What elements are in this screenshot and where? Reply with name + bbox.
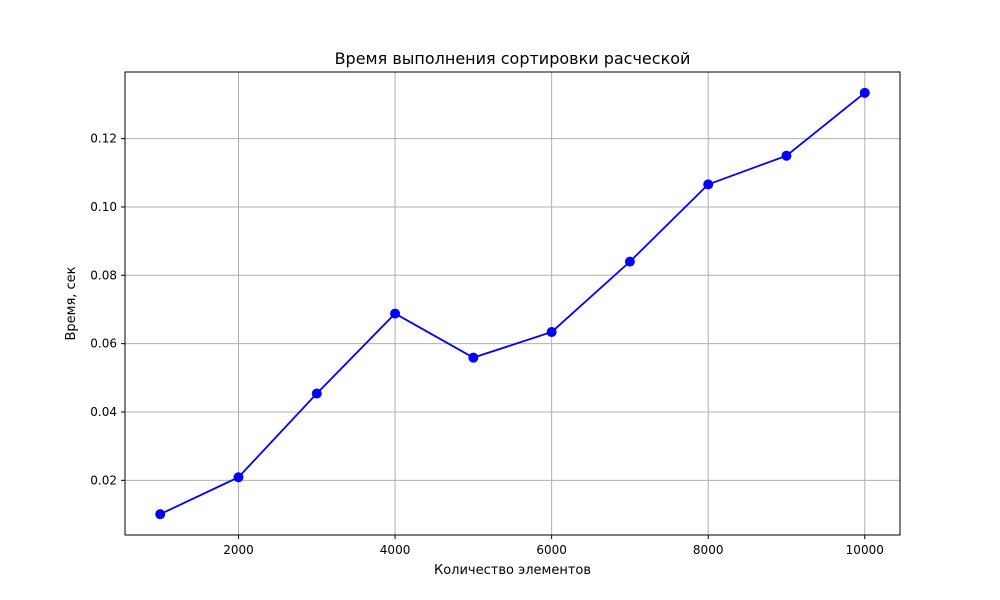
y-tick-label: 0.04 bbox=[90, 405, 117, 419]
x-tick-label: 6000 bbox=[536, 543, 567, 557]
x-tick-label: 4000 bbox=[380, 543, 411, 557]
tick-layer: 2000 4000 6000 8000 10000 0.02 0.04 0.06 0.08 0.1… bbox=[90, 132, 884, 557]
y-tick-label: 0.02 bbox=[90, 473, 117, 487]
y-tick-label: 0.08 bbox=[90, 268, 117, 282]
y-tick-label: 0.06 bbox=[90, 337, 117, 351]
y-axis-label: Время, сек bbox=[64, 266, 79, 340]
data-point bbox=[859, 87, 870, 98]
data-point bbox=[624, 256, 635, 267]
data-point bbox=[468, 352, 479, 363]
data-point bbox=[311, 388, 322, 399]
chart-title: Время выполнения сортировки расческой bbox=[335, 49, 691, 68]
x-tick-label: 2000 bbox=[223, 543, 254, 557]
x-tick-label: 10000 bbox=[846, 543, 884, 557]
series-line bbox=[159, 92, 866, 515]
data-point bbox=[546, 327, 557, 338]
y-tick-label: 0.10 bbox=[90, 200, 117, 214]
data-point bbox=[233, 472, 244, 483]
x-axis-label: Количество элементов bbox=[434, 563, 591, 578]
data-point bbox=[390, 308, 401, 319]
plot-frame bbox=[124, 71, 901, 536]
data-point bbox=[703, 179, 714, 190]
grid-lines bbox=[125, 72, 900, 535]
x-tick-label: 8000 bbox=[693, 543, 724, 557]
series-layer bbox=[155, 87, 870, 520]
data-point bbox=[155, 509, 166, 520]
y-tick-label: 0.12 bbox=[90, 132, 117, 146]
data-point bbox=[781, 150, 792, 161]
